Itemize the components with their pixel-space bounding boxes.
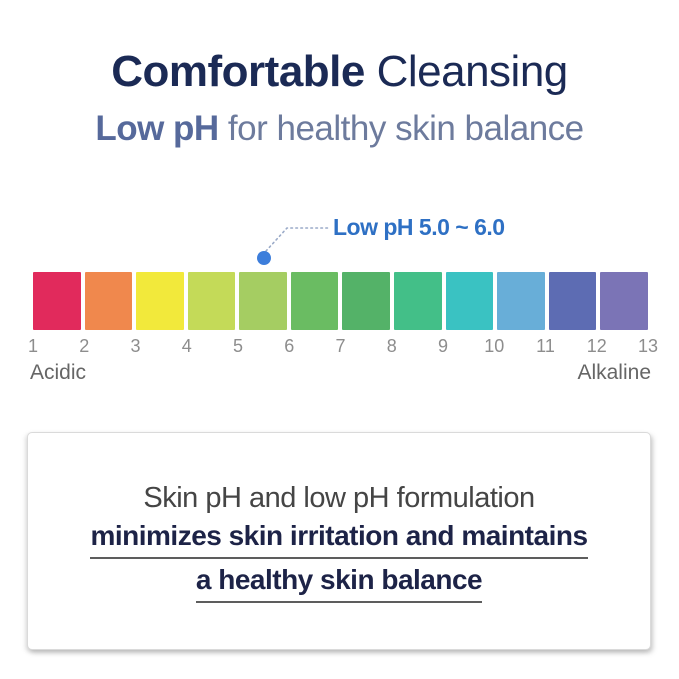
title-rest: Cleansing <box>364 47 569 96</box>
ph-strip <box>33 272 648 330</box>
alkaline-label: Alkaline <box>577 361 651 384</box>
ph-segment <box>342 272 391 330</box>
ph-tick-label: 7 <box>335 336 346 356</box>
page-title: Comfortable Cleansing <box>0 46 679 99</box>
subtitle-rest: for healthy skin balance <box>218 109 584 148</box>
ph-segment <box>84 272 133 330</box>
ph-segment <box>239 272 287 330</box>
page-subtitle: Low pH for healthy skin balance <box>0 108 679 150</box>
info-box: Skin pH and low pH formulation minimizes… <box>27 432 651 650</box>
ph-segment <box>33 272 81 330</box>
ph-segment <box>445 272 494 330</box>
ph-segment <box>290 272 339 330</box>
ph-segment <box>136 272 184 330</box>
ph-segment <box>600 272 648 330</box>
title-emphasis: Comfortable <box>111 47 365 96</box>
ph-tick-label: 13 <box>637 336 659 356</box>
ph-tick-label: 1 <box>27 336 39 356</box>
ph-tick-label: 8 <box>386 336 397 356</box>
ph-segment <box>394 272 442 330</box>
ph-segment <box>187 272 236 330</box>
acidic-label: Acidic <box>30 361 87 384</box>
info-line-2-text: minimizes skin irritation and maintains <box>90 518 588 559</box>
ph-tick-label: 6 <box>284 336 295 356</box>
ph-tick-label: 11 <box>536 336 555 356</box>
info-line-2: minimizes skin irritation and maintains <box>28 518 650 562</box>
ph-tick-label: 10 <box>484 336 505 356</box>
info-line-1: Skin pH and low pH formulation <box>143 482 535 514</box>
ph-tick-label: 3 <box>130 336 141 356</box>
ph-ticks: 1 2 3 4 5 6 7 8 9 10 11 12 13 <box>28 336 658 358</box>
info-line-3: a healthy skin balance <box>28 562 650 606</box>
ph-tick-label: 4 <box>181 336 192 356</box>
ph-tick-label: 2 <box>79 336 90 356</box>
ph-segment <box>497 272 545 330</box>
ph-tick-label: 5 <box>232 336 244 356</box>
info-line-3-text: a healthy skin balance <box>195 562 483 603</box>
ph-tick-label: 12 <box>586 336 607 356</box>
dotted-leader-line <box>265 227 331 252</box>
callout-label: Low pH 5.0 ~ 6.0 <box>333 214 505 240</box>
ph-tick-label: 9 <box>437 336 449 356</box>
callout-dot-icon <box>257 251 271 265</box>
subtitle-emphasis: Low pH <box>95 109 219 148</box>
info-box-content: Skin pH and low pH formulation minimizes… <box>28 433 650 606</box>
ph-segment <box>548 272 597 330</box>
